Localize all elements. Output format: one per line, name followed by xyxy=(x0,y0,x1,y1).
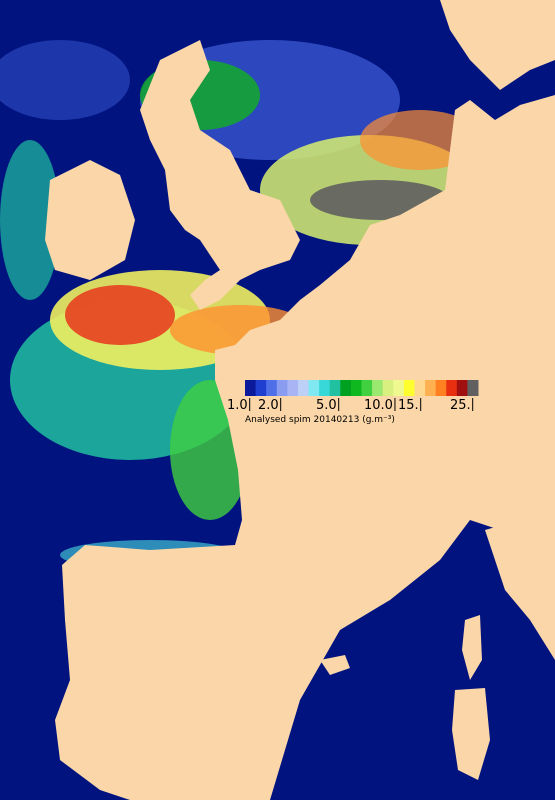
norway xyxy=(440,0,555,90)
legend-swatch xyxy=(297,380,310,396)
legend-swatch xyxy=(255,380,267,396)
plume xyxy=(0,40,130,120)
ireland xyxy=(45,160,135,280)
legend-swatch xyxy=(425,380,437,396)
legend-swatch xyxy=(350,380,362,396)
legend-swatch xyxy=(308,380,320,396)
balearics xyxy=(320,655,350,675)
scandinavia xyxy=(515,110,555,200)
legend-swatch xyxy=(276,380,288,396)
legend-swatch xyxy=(340,380,352,396)
legend-caption: Analysed spim 20140213 (g.m⁻³) xyxy=(245,415,395,425)
great-britain xyxy=(140,40,300,310)
sardinia xyxy=(452,688,490,780)
legend-tick-label: 15. xyxy=(398,398,419,413)
legend-swatch xyxy=(361,380,373,396)
legend-tick-label: 25. xyxy=(450,398,471,413)
legend-swatch xyxy=(245,380,257,396)
legend-swatch xyxy=(456,380,468,396)
legend-tick-label: 2.0 xyxy=(258,398,279,413)
legend-tick-label: 10.0 xyxy=(364,398,393,413)
southern-land xyxy=(320,515,555,780)
legend-swatch xyxy=(319,380,331,396)
legend-swatch xyxy=(393,380,405,396)
legend-swatch xyxy=(403,380,415,396)
italy xyxy=(485,515,555,660)
legend-tick-label: 5.0 xyxy=(316,398,337,413)
legend-swatch xyxy=(287,380,299,396)
legend-tick-label: 1.0 xyxy=(227,398,248,413)
legend-swatch xyxy=(266,380,278,396)
plume xyxy=(0,140,60,300)
corsica xyxy=(462,615,482,680)
legend-swatch xyxy=(435,380,447,396)
legend-swatch xyxy=(382,380,394,396)
legend-swatch xyxy=(414,380,426,396)
legend-swatch xyxy=(329,380,341,396)
legend: 1.0 2.0 5.0 10.0 15. 25. xyxy=(227,380,479,413)
legend-swatch xyxy=(446,380,458,396)
plume xyxy=(65,285,175,345)
legend-swatch xyxy=(467,380,479,396)
legend-swatch xyxy=(372,380,384,396)
